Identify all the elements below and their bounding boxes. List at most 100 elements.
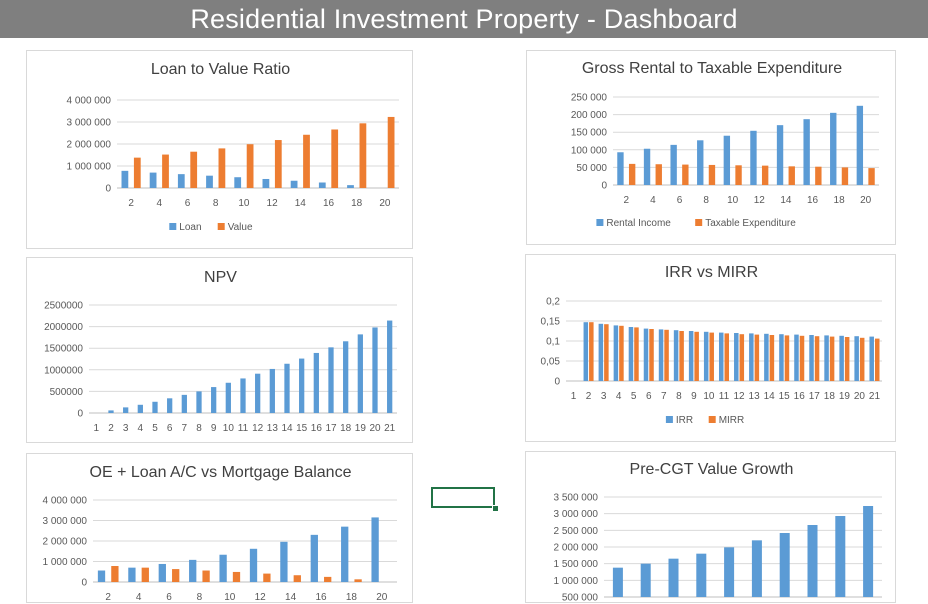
bar[interactable]	[331, 129, 339, 188]
bar[interactable]	[583, 322, 589, 381]
bar[interactable]	[274, 140, 282, 188]
bar[interactable]	[290, 180, 298, 188]
chart-oe-loan-vs-mortgage[interactable]: OE + Loan A/C vs Mortgage Balance 0 1 000 …	[26, 453, 413, 603]
bar[interactable]	[869, 336, 874, 381]
bar[interactable]	[769, 335, 775, 381]
bar[interactable]	[359, 123, 367, 188]
bar[interactable]	[863, 506, 874, 597]
bar[interactable]	[751, 540, 762, 597]
bar[interactable]	[734, 333, 739, 381]
bar[interactable]	[688, 331, 694, 381]
bar[interactable]	[807, 525, 818, 597]
bar[interactable]	[784, 335, 790, 381]
bar[interactable]	[829, 336, 835, 381]
bar[interactable]	[246, 144, 254, 188]
bar[interactable]	[613, 325, 619, 381]
bar[interactable]	[735, 165, 742, 185]
bar[interactable]	[162, 154, 169, 188]
chart-pre-cgt-value-growth[interactable]: Pre-CGT Value Growth 500 000 1 000 000 1 50…	[525, 451, 896, 604]
bar[interactable]	[202, 570, 210, 582]
bar[interactable]	[280, 541, 288, 582]
bar[interactable]	[172, 569, 180, 582]
bar[interactable]	[225, 382, 231, 413]
chart-loan-to-value[interactable]: Loan to Value Ratio 0 1 000 000 2 000 000 3 …	[26, 50, 413, 249]
bar[interactable]	[121, 170, 129, 188]
bar[interactable]	[815, 166, 822, 185]
bar[interactable]	[779, 533, 790, 597]
bar[interactable]	[703, 331, 709, 381]
bar[interactable]	[324, 576, 332, 583]
bar[interactable]	[149, 172, 157, 188]
bar[interactable]	[137, 404, 143, 413]
bar[interactable]	[764, 333, 769, 381]
bar[interactable]	[181, 394, 187, 413]
bar[interactable]	[649, 329, 654, 381]
bar[interactable]	[133, 157, 141, 188]
bar[interactable]	[749, 333, 754, 381]
bar[interactable]	[709, 332, 714, 381]
bar[interactable]	[724, 333, 730, 381]
bar[interactable]	[628, 327, 634, 381]
bar[interactable]	[794, 334, 799, 381]
bar[interactable]	[284, 363, 290, 413]
bar[interactable]	[341, 526, 349, 582]
bar[interactable]	[372, 327, 378, 413]
bar[interactable]	[814, 336, 820, 381]
bar[interactable]	[679, 331, 684, 381]
bar[interactable]	[868, 168, 875, 185]
bar[interactable]	[303, 134, 310, 188]
bar[interactable]	[841, 167, 849, 185]
bar[interactable]	[299, 358, 305, 413]
spreadsheet-canvas[interactable]: Loan to Value Ratio 0 1 000 000 2 000 000 3 …	[0, 38, 928, 604]
bar[interactable]	[824, 335, 829, 381]
bar[interactable]	[809, 335, 814, 381]
bar[interactable]	[854, 336, 859, 381]
bar[interactable]	[343, 341, 349, 413]
bar[interactable]	[776, 125, 784, 185]
bar[interactable]	[328, 347, 334, 413]
bar[interactable]	[189, 559, 197, 582]
bar[interactable]	[803, 119, 810, 185]
bar[interactable]	[219, 554, 227, 582]
bar[interactable]	[313, 352, 319, 413]
bar[interactable]	[779, 334, 784, 381]
bar[interactable]	[788, 166, 795, 185]
bar[interactable]	[318, 182, 326, 189]
bar[interactable]	[619, 325, 624, 381]
bar[interactable]	[697, 140, 704, 185]
bar[interactable]	[123, 407, 129, 413]
bar[interactable]	[141, 567, 149, 582]
bar[interactable]	[856, 105, 864, 185]
bar[interactable]	[668, 558, 679, 597]
bar[interactable]	[673, 330, 679, 381]
bar[interactable]	[206, 175, 213, 188]
bar[interactable]	[387, 320, 393, 413]
chart-npv[interactable]: NPV 0 500000 1000000 1500000 2000000 2500000 1 2…	[26, 257, 413, 443]
bar[interactable]	[799, 335, 805, 381]
bar[interactable]	[111, 566, 119, 582]
bar[interactable]	[255, 373, 261, 413]
bar[interactable]	[859, 337, 865, 381]
chart-gross-rental[interactable]: Gross Rental to Taxable Expenditure 0 50 0…	[526, 50, 896, 245]
bar[interactable]	[218, 148, 226, 188]
selected-cell[interactable]	[431, 487, 495, 508]
bar[interactable]	[696, 553, 707, 597]
bar[interactable]	[387, 116, 395, 188]
bar[interactable]	[263, 573, 271, 582]
bar[interactable]	[190, 151, 198, 188]
bar[interactable]	[167, 398, 173, 413]
bar[interactable]	[108, 410, 114, 413]
bar[interactable]	[589, 322, 594, 381]
bar[interactable]	[723, 135, 731, 185]
bar[interactable]	[152, 401, 158, 413]
bar[interactable]	[269, 368, 275, 413]
bar[interactable]	[97, 570, 106, 582]
bar[interactable]	[347, 185, 354, 188]
bar[interactable]	[357, 334, 363, 413]
bar[interactable]	[682, 164, 689, 185]
bar[interactable]	[643, 328, 649, 381]
bar[interactable]	[750, 130, 757, 185]
chart-irr-vs-mirr[interactable]: IRR vs MIRR 0 0,05 0,1 0,15 0,2 1 2 3 4 5 6 7 8 9 10 11 1…	[525, 254, 896, 442]
bar[interactable]	[664, 329, 669, 381]
bar[interactable]	[612, 567, 623, 597]
